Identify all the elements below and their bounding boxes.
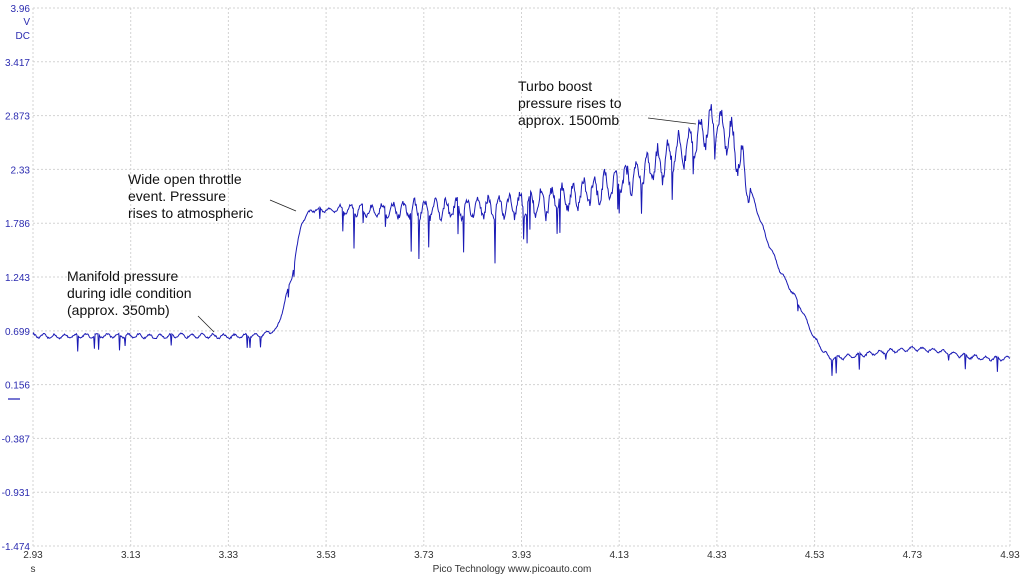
y-axis: 3.96 3.417 2.873 2.33 1.786 1.243 0.699 0.156 -0… — [2, 4, 31, 553]
x-axis: 2.93 3.13 3.33 3.53 3.73 3.93 4.13 4.33 4.53 4.73… — [23, 550, 1020, 575]
x-tick-label: 4.33 — [707, 550, 727, 561]
footer-credit: Pico Technology www.picoauto.com — [433, 564, 592, 575]
x-axis-unit: s — [31, 564, 36, 575]
y-tick-label: -0.931 — [2, 488, 31, 499]
y-tick-label: -0.387 — [2, 434, 31, 445]
x-tick-label: 4.13 — [609, 550, 629, 561]
x-tick-label: 3.73 — [414, 550, 434, 561]
y-tick-label: 2.873 — [5, 112, 30, 123]
annotation-line: rises to atmospheric — [128, 205, 253, 221]
y-tick-label: 3.417 — [5, 58, 30, 69]
y-tick-label: 0.699 — [5, 327, 30, 338]
annotation-line: during idle condition — [67, 285, 192, 301]
annotation-line: approx. 1500mb — [518, 112, 619, 128]
pressure-trace — [32, 104, 1011, 376]
grid — [32, 7, 1011, 547]
y-tick-label: 0.156 — [5, 381, 30, 392]
annotation-line: pressure rises to — [518, 95, 622, 111]
y-tick-label: 2.33 — [11, 165, 31, 176]
y-coupling-label: DC — [16, 31, 30, 42]
annotation-leader — [647, 117, 697, 125]
trace-layer — [32, 104, 1011, 376]
x-tick-label: 3.93 — [512, 550, 532, 561]
y-tick-label: 3.96 — [11, 4, 31, 15]
y-unit-label: V — [23, 17, 30, 28]
x-tick-label: 3.33 — [219, 550, 239, 561]
annotation-line: event. Pressure — [128, 188, 226, 204]
annotation-leader — [197, 315, 215, 333]
x-tick-label: 3.13 — [121, 550, 141, 561]
annotation-line: Manifold pressure — [67, 268, 178, 284]
x-tick-label: 4.53 — [805, 550, 825, 561]
y-tick-label: 1.243 — [5, 273, 30, 284]
y-tick-label: 1.786 — [5, 219, 30, 230]
x-tick-label: 4.73 — [903, 550, 923, 561]
annotation-leader — [269, 199, 297, 212]
annotation-line: Turbo boost — [518, 78, 592, 94]
x-tick-label: 3.53 — [316, 550, 336, 561]
annotation-line: Wide open throttle — [128, 171, 242, 187]
x-tick-label: 2.93 — [23, 550, 43, 561]
x-tick-label: 4.93 — [1000, 550, 1020, 561]
annotation-line: (approx. 350mb) — [67, 302, 170, 318]
y-tick-label: -1.474 — [2, 542, 31, 553]
